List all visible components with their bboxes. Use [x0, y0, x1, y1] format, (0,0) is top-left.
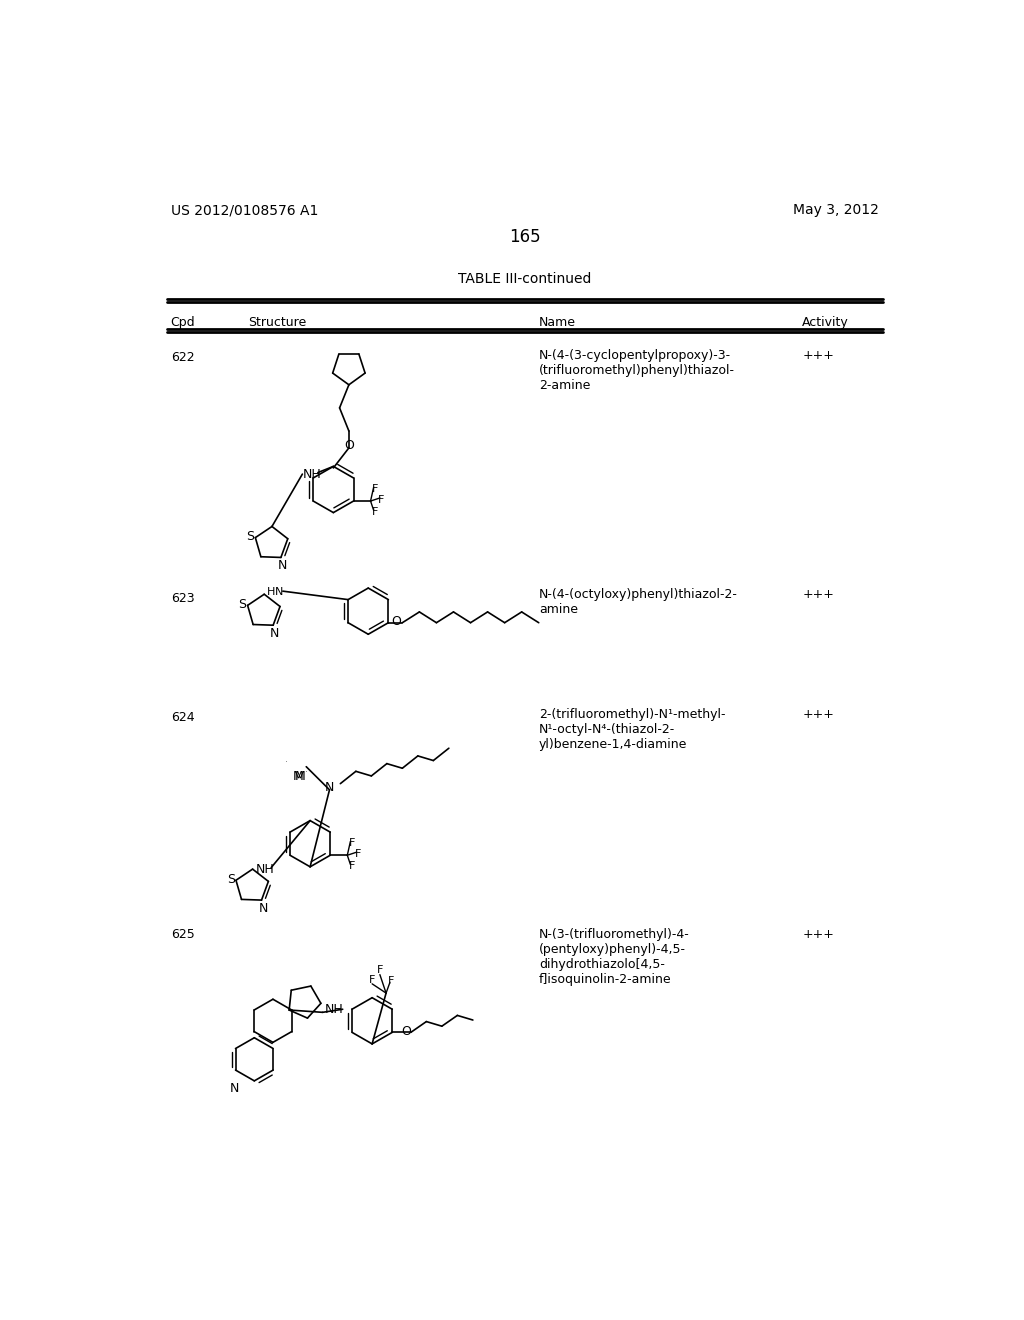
Text: F: F	[349, 838, 355, 849]
Text: 624: 624	[171, 711, 195, 725]
Text: Name: Name	[539, 317, 575, 329]
Text: N: N	[325, 780, 334, 793]
Text: N-(3-(trifluoromethyl)-4-
(pentyloxy)phenyl)-4,5-
dihydrothiazolo[4,5-
f]isoquin: N-(3-(trifluoromethyl)-4- (pentyloxy)phe…	[539, 928, 689, 986]
Text: M: M	[295, 770, 305, 783]
Text: H: H	[267, 586, 275, 597]
Text: US 2012/0108576 A1: US 2012/0108576 A1	[171, 203, 318, 216]
Text: 623: 623	[171, 591, 195, 605]
Text: F: F	[388, 977, 394, 986]
Text: NH: NH	[302, 469, 322, 480]
Text: N: N	[229, 1082, 239, 1096]
Text: 625: 625	[171, 928, 195, 941]
Text: +++: +++	[802, 589, 835, 601]
Text: NH: NH	[325, 1003, 344, 1016]
Text: S: S	[239, 598, 247, 611]
Text: 622: 622	[171, 351, 195, 364]
Text: +++: +++	[802, 350, 835, 363]
Text: F: F	[372, 507, 379, 517]
Text: Activity: Activity	[802, 317, 849, 329]
Text: N-(4-(3-cyclopentylpropoxy)-3-
(trifluoromethyl)phenyl)thiazol-
2-amine: N-(4-(3-cyclopentylpropoxy)-3- (trifluor…	[539, 350, 735, 392]
Text: Cpd: Cpd	[171, 317, 196, 329]
Text: F: F	[355, 849, 361, 859]
Text: May 3, 2012: May 3, 2012	[794, 203, 879, 216]
Text: O: O	[391, 615, 401, 628]
Text: +++: +++	[802, 708, 835, 721]
Text: F: F	[349, 862, 355, 871]
Text: N: N	[278, 558, 287, 572]
Text: O: O	[344, 438, 354, 451]
Text: N: N	[275, 586, 284, 597]
Text: S: S	[246, 529, 254, 543]
Text: O: O	[401, 1024, 412, 1038]
Text: 2-(trifluoromethyl)-N¹-methyl-
N¹-octyl-N⁴-(thiazol-2-
yl)benzene-1,4-diamine: 2-(trifluoromethyl)-N¹-methyl- N¹-octyl-…	[539, 708, 725, 751]
Text: F: F	[372, 484, 379, 494]
Text: NH: NH	[256, 863, 274, 876]
Text: N-(4-(octyloxy)phenyl)thiazol-2-
amine: N-(4-(octyloxy)phenyl)thiazol-2- amine	[539, 589, 737, 616]
Text: N: N	[258, 902, 268, 915]
Text: S: S	[226, 873, 234, 886]
Text: M: M	[292, 770, 303, 783]
Text: Structure: Structure	[248, 317, 306, 329]
Text: +++: +++	[802, 928, 835, 941]
Text: 165: 165	[509, 227, 541, 246]
Text: TABLE III-continued: TABLE III-continued	[458, 272, 592, 286]
Text: F: F	[369, 974, 376, 985]
Text: F: F	[377, 965, 383, 975]
Text: N: N	[270, 627, 280, 640]
Text: F: F	[378, 495, 385, 504]
